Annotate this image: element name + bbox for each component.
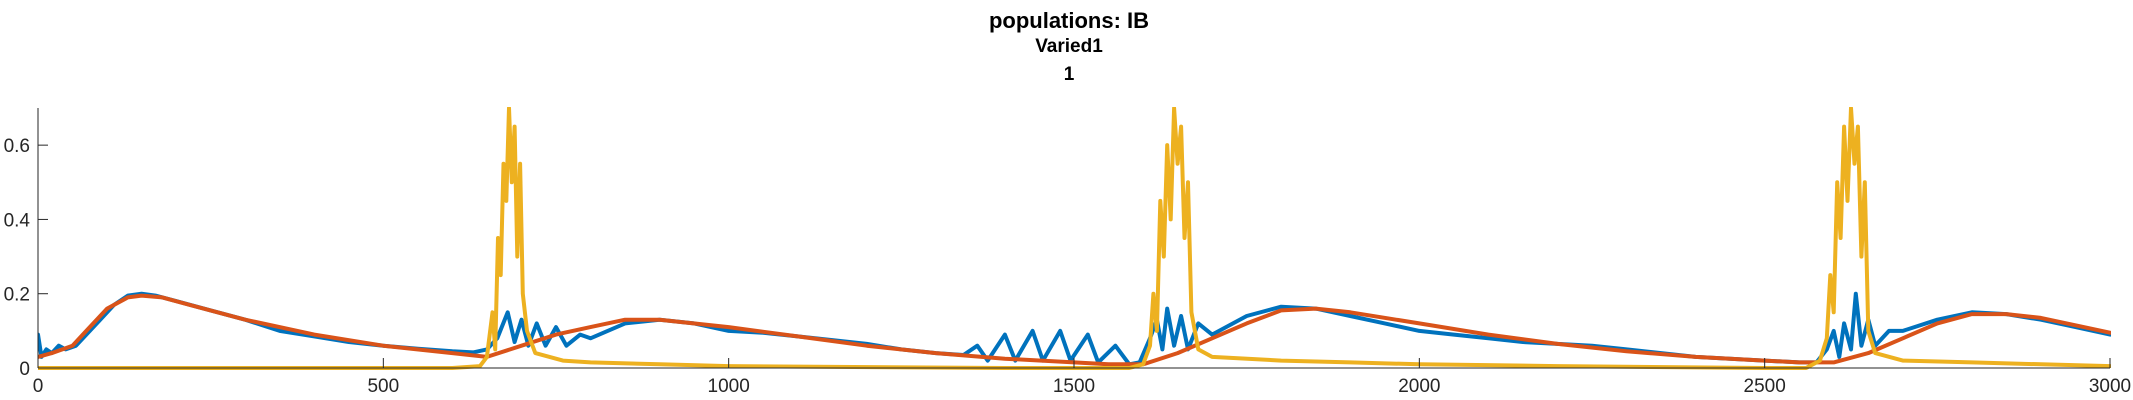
y-tick-label: 0.6 — [4, 136, 30, 157]
chart-subtitle: Varied1 — [1035, 36, 1103, 57]
x-tick-label: 2000 — [1398, 376, 1440, 397]
y-tick-label: 0 — [19, 359, 30, 380]
x-tick-label: 2500 — [1744, 376, 1786, 397]
x-ticks: 0 500 1000 1500 2000 2500 3000 — [33, 358, 2131, 397]
y-tick-label: 0.4 — [4, 210, 31, 231]
y-tick-label: 0.2 — [4, 285, 30, 306]
x-tick-label: 500 — [367, 376, 399, 397]
series-line-3 — [38, 107, 2111, 370]
y-ticks: 0 0.2 0.4 0.6 — [4, 136, 48, 380]
x-tick-label: 1500 — [1053, 376, 1095, 397]
chart-title: populations: IB — [989, 8, 1149, 33]
x-tick-label: 0 — [33, 376, 44, 397]
x-tick-label: 3000 — [2089, 376, 2131, 397]
x-tick-label: 1000 — [708, 376, 750, 397]
chart-subsubtitle: 1 — [1064, 64, 1075, 85]
series-group — [38, 107, 2111, 370]
series-line-1 — [38, 291, 2111, 367]
